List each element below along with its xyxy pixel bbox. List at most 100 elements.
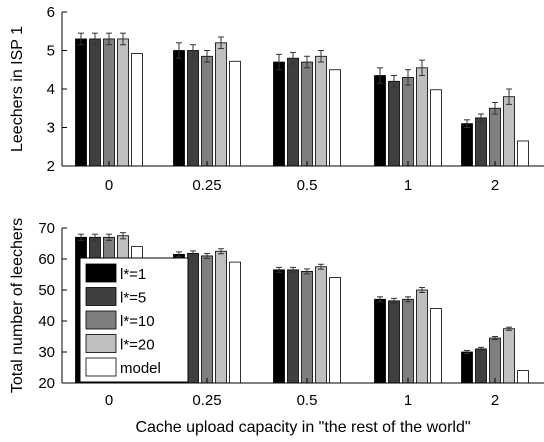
error-bar	[377, 296, 383, 303]
bar-l5-2	[475, 117, 487, 167]
bar-model-0.25	[229, 60, 241, 167]
error-bar	[391, 297, 397, 304]
error-bar	[464, 349, 470, 355]
bar-l20-0.25	[215, 250, 227, 384]
bar-l10-0	[103, 38, 115, 167]
bar-l10-1	[402, 77, 414, 167]
bar-l20-1	[416, 67, 428, 167]
y-axis-label: Total number of leechers	[9, 218, 26, 393]
legend-label: l*=20	[120, 337, 155, 354]
error-bar	[492, 336, 498, 341]
bar-l10-0.5	[301, 61, 313, 167]
error-bar	[120, 32, 126, 46]
legend-swatch	[85, 310, 117, 330]
bar-l20-0.5	[315, 266, 327, 384]
error-bar	[419, 287, 425, 293]
bar-l10-0.25	[201, 255, 213, 384]
bar-l20-0	[117, 38, 129, 167]
bar-l5-0.5	[287, 57, 299, 167]
bar-model-2	[517, 140, 529, 167]
x-tick-label: 0.25	[192, 392, 221, 409]
error-bar	[290, 51, 296, 65]
bar-l1-2	[461, 351, 473, 384]
error-bar	[218, 248, 224, 255]
error-bar	[204, 50, 210, 63]
bar-l1-0.5	[273, 61, 285, 167]
error-bar	[176, 251, 182, 258]
bar-l20-0.5	[315, 55, 327, 167]
y-tick-label: 50	[38, 282, 55, 299]
bar-model-0.5	[329, 277, 341, 384]
error-bar	[190, 44, 196, 57]
bar-l10-1	[402, 298, 414, 384]
error-bar	[106, 32, 112, 46]
bar-l5-0.25	[187, 50, 199, 167]
legend-swatch	[85, 334, 117, 353]
error-bar	[92, 233, 98, 241]
error-bar	[318, 50, 324, 63]
bar-l5-0.25	[187, 253, 199, 384]
bar-l5-2	[475, 348, 487, 384]
bar-l1-0.25	[173, 50, 185, 167]
bar-l20-1	[416, 289, 428, 384]
bar-model-1	[430, 89, 442, 167]
legend-label: l*=1	[120, 266, 146, 283]
x-tick-label: 0.5	[297, 177, 318, 194]
error-bar	[120, 232, 126, 240]
error-bar	[78, 233, 84, 241]
bar-l5-0.5	[287, 269, 299, 384]
error-bar	[506, 326, 512, 331]
error-bar	[204, 252, 210, 259]
bar-l20-2	[503, 328, 515, 384]
error-bar	[478, 113, 484, 123]
legend-label: l*=10	[120, 313, 155, 330]
bar-l10-0.25	[201, 55, 213, 167]
error-bar	[106, 233, 112, 241]
x-tick-label: 0.5	[297, 392, 318, 409]
y-tick-label: 20	[38, 375, 55, 392]
y-tick-label: 6	[47, 4, 55, 21]
y-tick-label: 40	[38, 313, 55, 330]
bar-l10-2	[489, 337, 501, 384]
bar-l1-0.5	[273, 269, 285, 384]
x-tick-label: 1	[404, 177, 412, 194]
error-bar	[78, 32, 84, 46]
bar-l5-1	[388, 300, 400, 384]
error-bar	[92, 32, 98, 46]
y-tick-label: 5	[47, 43, 55, 60]
error-bar	[176, 42, 182, 59]
legend-swatch	[85, 263, 117, 283]
y-tick-label: 70	[38, 220, 55, 237]
error-bar	[391, 75, 397, 88]
x-axis-label: Cache upload capacity in "the rest of th…	[135, 419, 470, 436]
y-tick-label: 60	[38, 251, 55, 268]
bar-l1-1	[374, 75, 386, 167]
bar-model-0.25	[229, 261, 241, 384]
bar-l1-1	[374, 298, 386, 384]
error-bar	[405, 296, 411, 303]
y-tick-label: 30	[38, 344, 55, 361]
y-axis-label: Leechers in ISP 1	[9, 26, 26, 152]
x-tick-label: 1	[404, 392, 412, 409]
y-tick-label: 2	[47, 158, 55, 175]
error-bar	[218, 36, 224, 50]
bottom-panel: 20 30 40 50 60 70 0 0.25 0.5 1 2 Total number of le…	[9, 218, 544, 409]
legend-swatch	[85, 357, 117, 377]
error-bar	[276, 266, 282, 273]
bar-l20-0.25	[215, 42, 227, 167]
legend-label: model	[120, 360, 161, 377]
bar-model-0.5	[329, 69, 341, 167]
bar-l5-1	[388, 80, 400, 167]
legend-label: l*=5	[120, 290, 146, 307]
bar-model-0	[131, 53, 143, 167]
error-bar	[276, 53, 282, 71]
error-bar	[377, 67, 383, 84]
error-bar	[419, 59, 425, 77]
bar-l10-0.5	[301, 270, 313, 384]
x-tick-label: 2	[491, 177, 499, 194]
error-bar	[478, 346, 484, 351]
x-tick-label: 0	[105, 177, 113, 194]
y-tick-label: 4	[47, 81, 55, 98]
bar-l20-2	[503, 96, 515, 167]
